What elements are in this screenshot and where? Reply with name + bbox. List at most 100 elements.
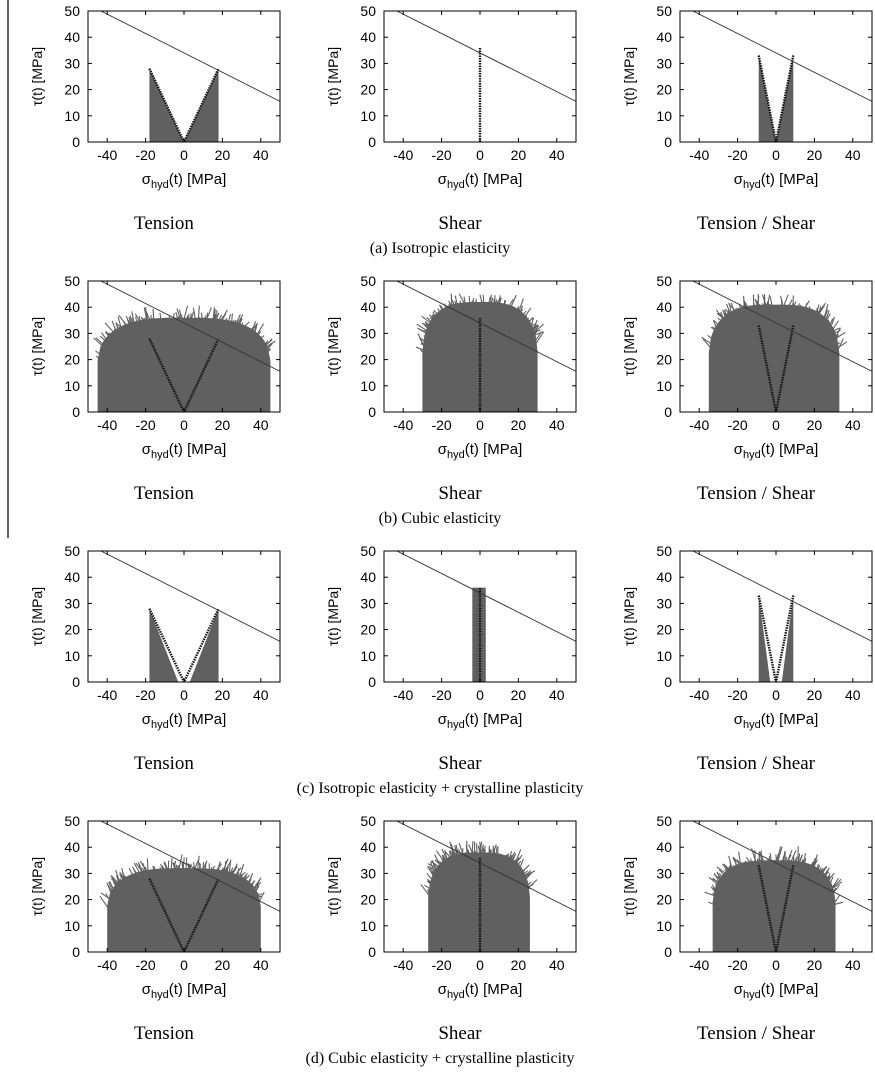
x-axis-label: σhyd(t) [MPa] bbox=[438, 711, 523, 731]
response-spike bbox=[246, 883, 253, 893]
y-axis-label-unit: [MPa] bbox=[325, 317, 341, 354]
response-spike bbox=[262, 339, 273, 348]
response-spike bbox=[485, 856, 491, 871]
x-tick-label: 40 bbox=[253, 957, 269, 973]
response-spike bbox=[499, 303, 503, 314]
response-spike bbox=[701, 336, 713, 346]
response-spike bbox=[496, 861, 500, 871]
response-spike bbox=[813, 869, 820, 880]
x-axis-label-main: σ bbox=[142, 441, 152, 458]
response-region bbox=[758, 55, 794, 142]
y-axis-label: τ(t) [MPa] bbox=[621, 857, 637, 916]
response-spike bbox=[728, 303, 733, 321]
response-spike bbox=[209, 866, 213, 882]
response-region bbox=[708, 304, 840, 412]
x-tick-label: 0 bbox=[180, 957, 188, 973]
response-spike bbox=[220, 312, 227, 323]
limit-line bbox=[99, 11, 280, 102]
response-spike bbox=[494, 846, 498, 862]
x-axis-label: σhyd(t) [MPa] bbox=[734, 171, 819, 191]
response-spike bbox=[458, 293, 468, 309]
x-tick-label: 20 bbox=[511, 957, 527, 973]
y-tick-label: 0 bbox=[664, 674, 672, 690]
panel-label: Shear bbox=[438, 1023, 482, 1044]
y-tick-label: 30 bbox=[64, 865, 80, 881]
response-spike bbox=[421, 315, 433, 325]
y-tick-label: 30 bbox=[656, 55, 672, 71]
response-spike bbox=[204, 312, 209, 330]
response-spike bbox=[106, 882, 114, 897]
response-spike bbox=[188, 863, 192, 873]
limit-line bbox=[691, 11, 872, 102]
response-spike bbox=[190, 311, 195, 322]
response-spike bbox=[528, 317, 535, 334]
response-spike bbox=[427, 888, 432, 896]
x-axis-label-rest: (t) [MPa] bbox=[761, 441, 819, 458]
response-spike bbox=[512, 305, 520, 319]
response-spike bbox=[767, 304, 772, 320]
response-spike bbox=[186, 315, 189, 323]
response-spike bbox=[120, 875, 129, 884]
response-spike bbox=[143, 307, 148, 324]
response-spike bbox=[196, 318, 199, 330]
response-spike bbox=[746, 312, 750, 318]
y-axis-label: τ(t) [MPa] bbox=[621, 47, 637, 106]
response-spike bbox=[467, 304, 474, 316]
response-spike bbox=[155, 321, 161, 330]
response-spike bbox=[214, 325, 218, 334]
response-spike bbox=[522, 317, 530, 325]
response-spike bbox=[514, 849, 522, 866]
response-spike bbox=[752, 312, 756, 318]
response-spike bbox=[177, 864, 182, 878]
x-axis-label: σhyd(t) [MPa] bbox=[142, 711, 227, 731]
limit-line bbox=[99, 821, 280, 912]
response-spike bbox=[789, 860, 792, 875]
response-spike bbox=[469, 305, 473, 313]
response-spike bbox=[517, 315, 528, 325]
response-spike bbox=[783, 307, 786, 317]
response-spike bbox=[471, 297, 475, 310]
response-spike bbox=[809, 315, 814, 321]
response-spike bbox=[806, 315, 811, 322]
x-tick-label: -20 bbox=[727, 957, 747, 973]
x-axis-label-sub: hyd bbox=[447, 179, 465, 191]
response-spike bbox=[523, 871, 533, 882]
response-spike bbox=[188, 874, 192, 882]
response-spike bbox=[510, 316, 513, 323]
response-spike bbox=[717, 317, 727, 325]
response-spike bbox=[503, 854, 510, 862]
response-spike bbox=[229, 319, 235, 328]
response-spike bbox=[113, 328, 119, 338]
response-spike bbox=[779, 855, 785, 873]
response-spike bbox=[123, 875, 128, 880]
y-axis-label: τ(t) [MPa] bbox=[29, 587, 45, 646]
response-spike bbox=[804, 869, 812, 877]
response-spike bbox=[786, 303, 794, 319]
response-spike bbox=[421, 338, 427, 344]
response-spike bbox=[825, 325, 829, 330]
limit-line bbox=[395, 11, 576, 102]
response-spike bbox=[467, 849, 471, 868]
response-spike bbox=[454, 305, 458, 311]
y-tick-label: 50 bbox=[64, 273, 80, 289]
response-spike bbox=[722, 318, 733, 327]
response-spike bbox=[210, 319, 217, 332]
response-spike bbox=[517, 314, 521, 322]
response-spike bbox=[146, 858, 149, 876]
response-spike bbox=[133, 324, 136, 331]
y-axis-label-unit: [MPa] bbox=[29, 857, 45, 894]
response-spike bbox=[253, 893, 259, 897]
response-spike bbox=[419, 349, 425, 354]
plot-area bbox=[395, 551, 576, 682]
response-spike bbox=[108, 332, 115, 340]
y-axis-label-unit: [MPa] bbox=[325, 857, 341, 894]
response-spike bbox=[426, 873, 435, 884]
plot-area bbox=[691, 551, 872, 682]
response-spike bbox=[786, 862, 793, 873]
response-spike bbox=[829, 316, 836, 330]
x-axis-label: σhyd(t) [MPa] bbox=[734, 711, 819, 731]
response-spike bbox=[508, 861, 512, 870]
response-spike bbox=[732, 866, 737, 872]
response-spike bbox=[751, 862, 756, 875]
response-spike bbox=[831, 877, 840, 890]
